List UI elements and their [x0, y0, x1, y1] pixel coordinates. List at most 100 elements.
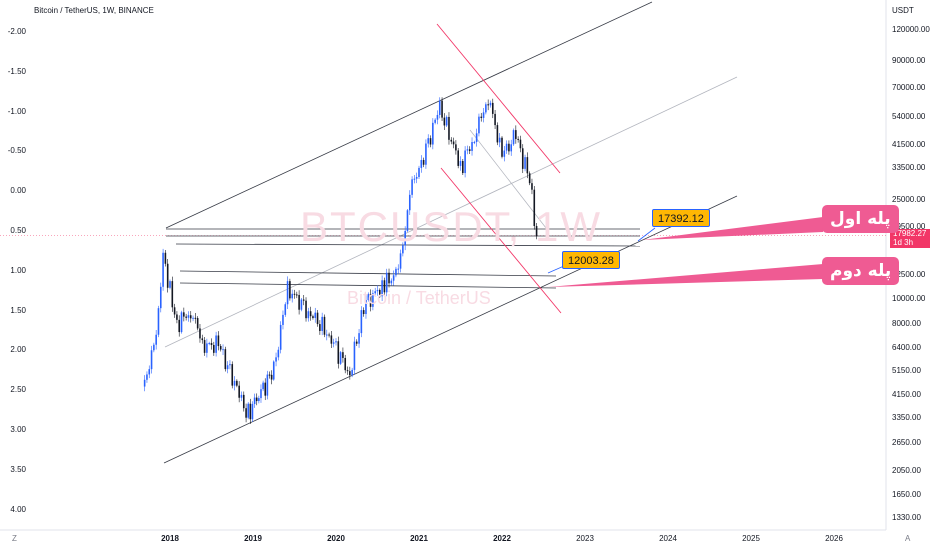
- price-axis-label: 3350.00: [892, 412, 921, 422]
- candle-body: [362, 310, 365, 315]
- candle-body: [473, 141, 476, 143]
- candle-body: [296, 294, 298, 296]
- candle-body: [164, 252, 167, 264]
- price-axis-label: 12500.00: [892, 270, 926, 280]
- candle-body: [533, 189, 536, 227]
- time-axis-label: 2022: [493, 534, 511, 543]
- candle-body: [224, 349, 227, 370]
- note-first-step[interactable]: پله اول: [822, 205, 899, 233]
- candle-body: [395, 268, 397, 276]
- candle-body: [289, 281, 291, 299]
- horizontal-level-line: [179, 270, 557, 277]
- name-watermark: Bitcoin / TetherUS: [347, 288, 491, 308]
- candle-body: [262, 382, 264, 390]
- candle-body: [450, 139, 453, 142]
- candle-body: [321, 316, 323, 331]
- candle-body: [512, 130, 515, 145]
- candle-body: [332, 342, 335, 344]
- ticker-watermark: BTCUSDT, 1W: [300, 203, 603, 250]
- candle-body: [148, 369, 151, 375]
- price-axis-label: 2050.00: [892, 466, 921, 476]
- candle-body: [277, 349, 280, 358]
- candle-body: [466, 149, 469, 151]
- candle-body: [358, 333, 360, 344]
- level-callout-second[interactable]: 12003.28: [562, 251, 620, 269]
- candle-body: [213, 344, 215, 353]
- candle-body: [201, 338, 204, 341]
- candle-body: [157, 308, 160, 335]
- candle-body: [169, 281, 171, 288]
- candle-body: [153, 344, 155, 351]
- candle-body: [482, 112, 485, 118]
- candle-body: [236, 380, 238, 386]
- level-callout-first[interactable]: 17392.12: [652, 209, 710, 227]
- candle-body: [355, 341, 358, 344]
- symbol-title[interactable]: Bitcoin / TetherUS, 1W, BINANCE: [34, 6, 154, 15]
- candle-body: [208, 342, 210, 344]
- price-axis-label: 90000.00: [892, 56, 926, 66]
- candle-body: [385, 272, 388, 293]
- candle-body: [515, 130, 517, 139]
- auto-scale-a-button[interactable]: A: [905, 534, 911, 543]
- time-axis-label: 2018: [161, 534, 179, 543]
- candle-body: [392, 275, 395, 281]
- candle-body: [166, 263, 169, 288]
- candle-body: [206, 343, 208, 353]
- bar-countdown: 1d 3h: [893, 238, 914, 247]
- candle-body: [425, 143, 427, 165]
- candle-body: [155, 334, 157, 345]
- candle-body: [302, 299, 305, 301]
- auto-scale-z-button[interactable]: Z: [12, 534, 17, 543]
- price-axis-label: 120000.00: [892, 25, 930, 34]
- left-axis-label: 1.00: [10, 265, 26, 275]
- candle-body: [176, 314, 178, 320]
- price-axis-label: 1330.00: [892, 513, 921, 522]
- candle-body: [238, 385, 240, 398]
- left-axis-label: 3.00: [10, 425, 26, 434]
- candle-body: [503, 150, 506, 157]
- candle-body: [462, 161, 464, 174]
- candle-body: [399, 253, 402, 269]
- candle-body: [339, 352, 342, 364]
- candle-body: [475, 133, 478, 142]
- left-axis-label: -1.00: [7, 106, 26, 116]
- time-axis-label: 2024: [659, 534, 677, 543]
- price-axis-label: 33500.00: [892, 163, 926, 173]
- left-axis-label: -0.50: [7, 146, 26, 156]
- candle-body: [491, 102, 494, 114]
- candle-body: [185, 316, 187, 318]
- candle-body: [342, 352, 344, 358]
- callout-pointer-line: [637, 227, 656, 242]
- time-axis-label: 2020: [327, 534, 345, 543]
- candle-body: [150, 350, 153, 370]
- candle-body: [266, 374, 269, 396]
- candle-body: [434, 119, 436, 123]
- candle-body: [270, 374, 273, 380]
- price-axis-label: 54000.00: [892, 111, 926, 121]
- candle-body: [249, 403, 252, 420]
- candle-body: [367, 293, 370, 301]
- candle-body: [397, 268, 400, 270]
- candle-body: [328, 334, 330, 336]
- candle-body: [314, 312, 317, 318]
- candle-body: [215, 335, 217, 353]
- candle-body: [344, 357, 347, 371]
- channel-upper-line: [165, 1, 653, 229]
- candle-body: [441, 100, 443, 118]
- candle-body: [510, 144, 513, 152]
- note-second-step[interactable]: پله دوم: [822, 257, 900, 285]
- candle-body: [337, 341, 340, 364]
- candle-body: [413, 178, 416, 180]
- candle-body: [508, 143, 510, 152]
- candle-body: [531, 183, 533, 190]
- candle-body: [452, 141, 455, 145]
- candle-body: [284, 304, 287, 315]
- left-axis-label: 0.00: [10, 186, 26, 196]
- candle-body: [222, 349, 224, 351]
- candle-body: [275, 357, 277, 362]
- candle-body: [146, 374, 148, 380]
- candle-body: [323, 316, 326, 335]
- candle-body: [402, 245, 404, 254]
- candle-body: [159, 286, 162, 309]
